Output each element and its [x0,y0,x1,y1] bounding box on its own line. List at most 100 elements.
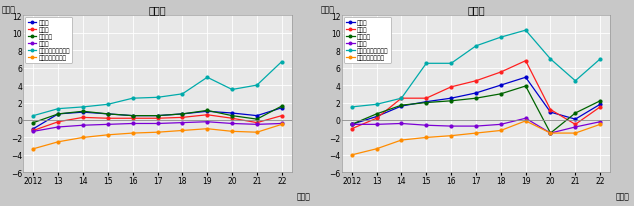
大阪圈 [472,80,480,83]
地方圈（その他） [129,132,136,135]
地方圈 [398,123,405,125]
地方圈（地方四市） [597,59,604,61]
名古屋圈 [104,113,112,116]
東京圈 [348,124,356,126]
Legend: 東京圈, 大阪圈, 名古屋圈, 地方圈, 地方圈（地方四市）, 地方圈（その他）: 東京圈, 大阪圈, 名古屋圈, 地方圈, 地方圈（地方四市）, 地方圈（その他） [25,18,72,63]
東京圈 [129,115,136,117]
名古屋圈 [597,100,604,103]
名古屋圈 [30,122,37,124]
東京圈 [472,92,480,95]
地方圈 [154,123,162,125]
地方圈（その他） [253,131,261,134]
大阪圈 [253,122,261,124]
名古屋圈 [497,93,505,96]
地方圈 [253,124,261,126]
大阪圈 [179,117,186,119]
東京圈 [253,115,261,117]
Legend: 東京圈, 大阪圈, 名古屋圈, 地方圈, 地方圈（地方四市）, 地方圈（その他）: 東京圈, 大阪圈, 名古屋圈, 地方圈, 地方圈（地方四市）, 地方圈（その他） [344,18,391,63]
地方圈（地方四市） [547,59,554,61]
地方圈 [597,121,604,123]
地方圈（その他） [472,132,480,135]
東京圈 [522,77,529,79]
東京圈 [398,105,405,108]
東京圈 [30,128,37,130]
Title: 住宅地: 住宅地 [149,6,166,15]
大阪圈 [228,117,236,120]
地方圈 [30,130,37,133]
地方圈（地方四市） [422,63,430,65]
東京圈 [278,107,285,110]
名古屋圈 [422,102,430,104]
大阪圈 [30,130,37,132]
地方圈 [79,124,87,127]
地方圈（その他） [422,137,430,139]
東京圈 [55,113,62,116]
地方圈（その他） [55,141,62,143]
地方圈（地方四市） [104,104,112,106]
東京圈 [448,97,455,100]
地方圈（地方四市） [398,97,405,100]
Line: 地方圈（地方四市）: 地方圈（地方四市） [351,30,602,109]
地方圈（その他） [522,120,529,123]
大阪圈 [204,114,211,116]
Text: （％）: （％） [320,6,334,15]
Line: 大阪圈: 大阪圈 [351,60,602,130]
地方圈 [55,126,62,129]
名古屋圈 [398,104,405,107]
地方圈（地方四市） [204,77,211,79]
地方圈（その他） [571,132,579,135]
名古屋圈 [522,85,529,88]
Title: 商業地: 商業地 [467,6,485,15]
地方圈（その他） [79,137,87,139]
大阪圈 [278,115,285,117]
大阪圈 [522,60,529,63]
名古屋圈 [179,113,186,116]
名古屋圈 [348,124,356,126]
地方圈（地方四市） [253,84,261,87]
東京圈 [571,118,579,121]
大阪圈 [79,117,87,119]
大阪圈 [373,117,380,120]
名古屋圈 [278,105,285,108]
地方圈 [179,122,186,124]
Text: （年）: （年） [616,191,630,200]
大阪圈 [547,109,554,111]
東京圈 [204,110,211,113]
地方圈（地方四市） [571,80,579,83]
地方圈 [497,124,505,126]
地方圈（その他） [154,131,162,134]
Line: 地方圈: 地方圈 [32,121,283,133]
地方圈（地方四市） [278,61,285,63]
地方圈（その他） [179,130,186,132]
名古屋圈 [55,113,62,116]
地方圈（その他） [228,130,236,133]
地方圈（地方四市） [373,104,380,106]
名古屋圈 [228,115,236,117]
東京圈 [154,115,162,117]
Line: 名古屋圈: 名古屋圈 [351,85,602,135]
地方圈（地方四市） [154,97,162,99]
名古屋圈 [154,115,162,117]
Line: 地方圈（その他）: 地方圈（その他） [351,120,602,157]
名古屋圈 [472,97,480,100]
地方圈（その他） [547,132,554,135]
地方圈（その他） [497,130,505,132]
地方圈 [571,126,579,129]
地方圈（地方四市） [129,97,136,100]
地方圈（その他） [398,139,405,142]
地方圈（地方四市） [79,106,87,109]
Line: 地方圈（その他）: 地方圈（その他） [32,123,283,150]
地方圈（その他） [448,135,455,137]
地方圈 [472,125,480,128]
地方圈（その他） [348,154,356,156]
大阪圈 [497,71,505,74]
地方圈（地方四市） [30,115,37,117]
Line: 地方圈（地方四市）: 地方圈（地方四市） [32,61,283,117]
大阪圈 [597,106,604,109]
名古屋圈 [129,115,136,117]
名古屋圈 [204,110,211,112]
Text: （％）: （％） [2,6,16,15]
大阪圈 [422,97,430,100]
地方圈（地方四市） [448,63,455,65]
地方圈（地方四市） [228,89,236,91]
